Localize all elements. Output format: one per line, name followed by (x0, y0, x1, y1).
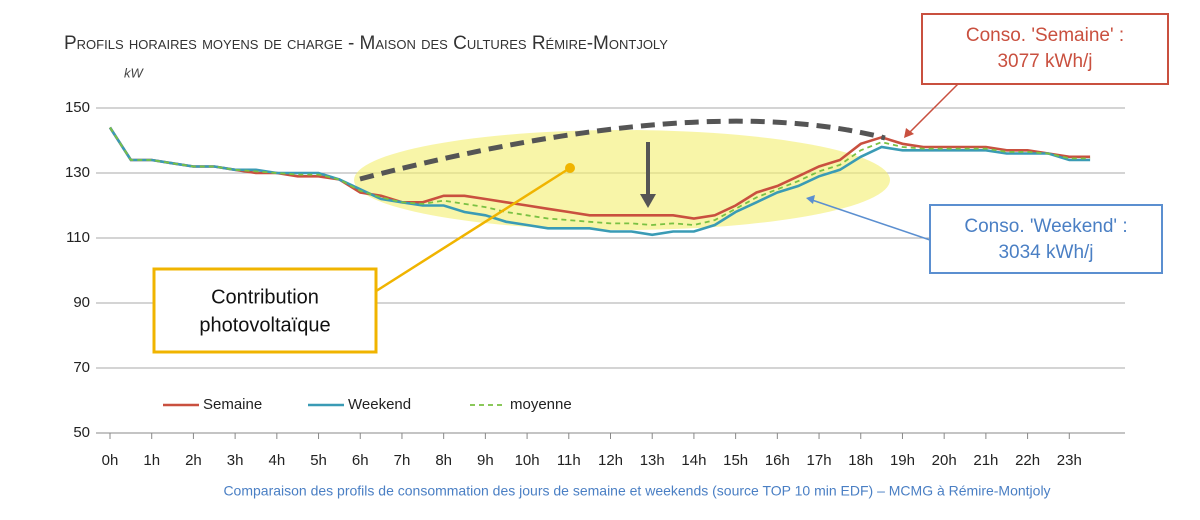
x-tick-label: 19h (890, 452, 915, 469)
arrow-head (640, 194, 656, 208)
x-tick-label: 12h (598, 452, 623, 469)
y-tick-label: 130 (65, 164, 90, 181)
x-tick-label: 11h (557, 452, 581, 469)
callout-box (921, 13, 1169, 85)
x-tick-label: 23h (1057, 452, 1082, 469)
arrow-head (904, 128, 914, 138)
x-tick-label: 18h (848, 452, 873, 469)
legend-label: Semaine (203, 396, 262, 413)
callout-text: 3034 kWh/j (998, 242, 1093, 263)
x-tick-label: 6h (352, 452, 369, 469)
callout-box (152, 267, 378, 354)
callout-text: 3077 kWh/j (997, 51, 1092, 72)
legend-label: Weekend (348, 396, 411, 413)
x-tick-label: 8h (435, 452, 452, 469)
callout-text: Conso. 'Semaine' : (966, 25, 1124, 46)
legend-label: moyenne (510, 396, 572, 413)
x-tick-label: 14h (681, 452, 706, 469)
x-tick-label: 7h (394, 452, 411, 469)
y-tick-label: 50 (73, 424, 90, 441)
callout-text: Conso. 'Weekend' : (964, 216, 1127, 237)
y-tick-label: 90 (73, 294, 90, 311)
plot (108, 126, 1091, 237)
x-tick-label: 2h (185, 452, 202, 469)
x-tick-label: 4h (268, 452, 285, 469)
x-tick-label: 22h (1015, 452, 1040, 469)
x-tick-label: 17h (807, 452, 832, 469)
x-tick-label: 1h (143, 452, 160, 469)
x-tick-label: 0h (102, 452, 119, 469)
callout-arrow (811, 199, 931, 241)
x-tick-label: 3h (227, 452, 244, 469)
y-tick-label: 110 (66, 229, 90, 246)
x-tick-label: 5h (310, 452, 327, 469)
x-tick-label: 20h (932, 452, 957, 469)
callout-box (929, 204, 1163, 274)
no-pv-curve (359, 118, 886, 182)
callout-text: photovoltaïque (199, 314, 330, 336)
chart-title: Profils horaires moyens de charge - Mais… (64, 33, 668, 54)
x-tick-label: 10h (515, 452, 540, 469)
y-tick-label: 70 (73, 359, 90, 376)
arrow-head (806, 195, 815, 204)
x-tick-label: 21h (973, 452, 998, 469)
pv-highlight (354, 130, 890, 230)
callout-arrow (907, 83, 959, 135)
x-tick-label: 15h (723, 452, 748, 469)
x-tick-label: 16h (765, 452, 790, 469)
x-tick-label: 9h (477, 452, 494, 469)
legend: Semaine Weekend moyenne (163, 396, 572, 413)
caption: Comparaison des profils de consommation … (223, 483, 1050, 499)
y-unit: kW (124, 65, 145, 80)
series-line (109, 127, 1091, 226)
callout-dot (565, 163, 575, 173)
x-tick-label: 13h (640, 452, 665, 469)
y-tick-label: 150 (65, 99, 90, 116)
callout-line (361, 166, 571, 302)
callout-text: Contribution (211, 286, 319, 308)
